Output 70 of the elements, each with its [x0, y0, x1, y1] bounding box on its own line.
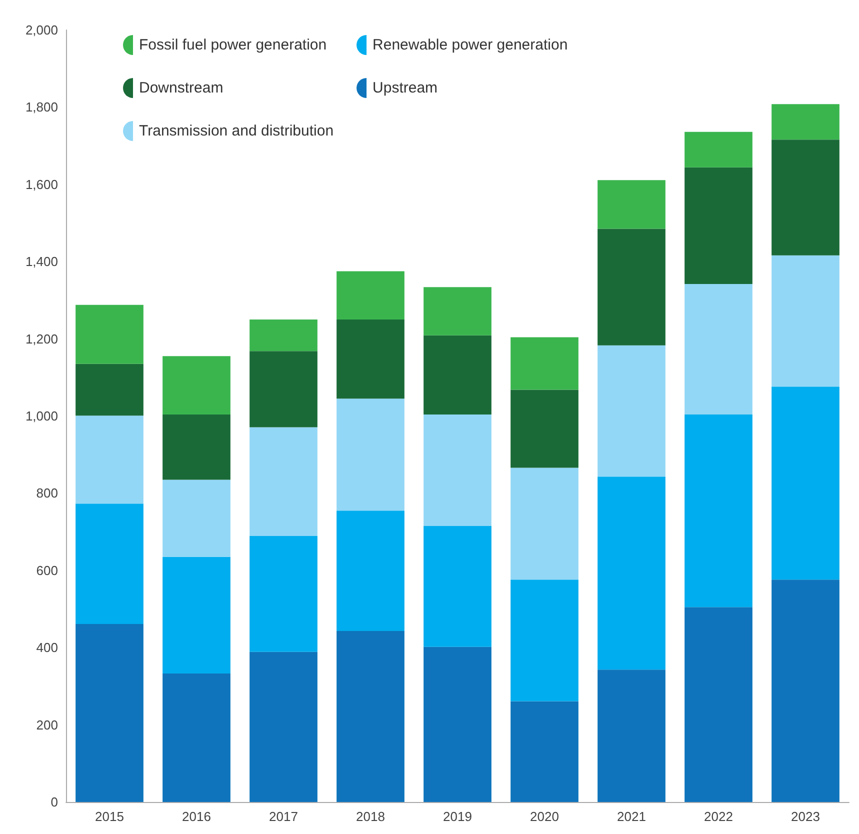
bar: [684, 132, 752, 168]
x-tick-label: 2021: [617, 809, 646, 824]
bar: [510, 701, 578, 802]
y-tick-label: 2,000: [25, 22, 58, 38]
y-tick-label: 800: [36, 486, 58, 501]
bar: [336, 510, 404, 631]
bar: [424, 335, 492, 414]
bar: [162, 356, 230, 414]
bar: [76, 624, 144, 802]
y-tick-label: 1,800: [25, 100, 58, 115]
bar: [598, 670, 666, 802]
bar: [510, 468, 578, 580]
bar: [598, 180, 666, 229]
bar: [250, 427, 318, 536]
bar: [772, 104, 840, 140]
bar: [684, 284, 752, 414]
bar: [598, 345, 666, 477]
y-tick-label: 1,400: [25, 254, 58, 270]
x-tick-label: 2017: [269, 809, 298, 824]
bar: [76, 416, 144, 504]
y-tick-label: 600: [36, 562, 58, 578]
x-tick-label: 2022: [704, 809, 733, 824]
legend-label: Upstream: [372, 80, 438, 96]
y-tick-label: 200: [36, 717, 58, 732]
legend-label: Downstream: [139, 80, 224, 96]
bar: [424, 526, 492, 647]
bar: [76, 364, 144, 416]
x-tick-label: 2018: [356, 809, 385, 824]
x-tick-label: 2019: [443, 809, 472, 824]
y-tick-label: 400: [36, 640, 58, 656]
bar: [598, 476, 666, 670]
y-tick-label: 1,600: [25, 176, 58, 192]
legend-label: Fossil fuel power generation: [139, 36, 327, 54]
bar: [250, 536, 318, 652]
bar: [772, 580, 840, 802]
bar: [336, 398, 404, 511]
bar: [162, 480, 230, 557]
bar: [510, 337, 578, 390]
legend-label: Transmission and distribution: [139, 122, 334, 140]
bar: [250, 652, 318, 802]
bar: [250, 351, 318, 428]
bar: [162, 414, 230, 480]
x-tick-label: 2015: [95, 809, 124, 824]
bar: [76, 504, 144, 624]
x-tick-label: 2020: [530, 809, 559, 824]
bar: [684, 167, 752, 284]
x-tick-label: 2016: [182, 809, 211, 824]
bar: [424, 646, 492, 802]
bar: [424, 414, 492, 526]
bar: [250, 320, 318, 352]
y-tick-label: 0: [50, 794, 58, 810]
bar: [510, 390, 578, 468]
x-tick-label: 2023: [791, 809, 820, 824]
bar: [772, 255, 840, 387]
bar: [772, 140, 840, 256]
bar: [772, 386, 840, 580]
bar: [336, 320, 404, 399]
bar: [510, 580, 578, 702]
bar: [336, 271, 404, 320]
bar: [162, 556, 230, 674]
y-tick-label: 1,000: [25, 408, 58, 424]
bar: [684, 607, 752, 802]
bar: [76, 304, 144, 364]
bar: [162, 673, 230, 802]
bar: [684, 414, 752, 608]
bar: [424, 287, 492, 336]
bar: [598, 228, 666, 346]
bar: [336, 631, 404, 802]
y-tick-label: 1,200: [25, 331, 58, 346]
legend-label: Renewable power generation: [372, 36, 568, 54]
